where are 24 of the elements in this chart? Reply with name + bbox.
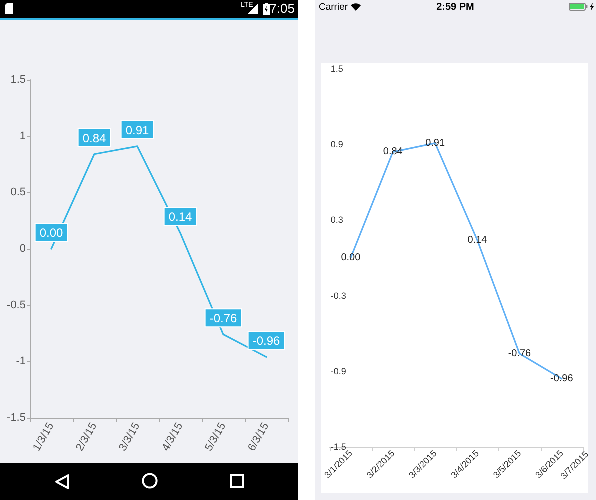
y-tick-label: 0.3 bbox=[330, 215, 344, 226]
data-label: -0.76 bbox=[210, 312, 238, 326]
y-tick-label: 1.5 bbox=[330, 64, 344, 74]
text: Carrier bbox=[319, 2, 348, 13]
y-tick-label: 0.9 bbox=[330, 140, 344, 150]
y-tick-label: -0.9 bbox=[330, 366, 346, 376]
y-tick-label: 0 bbox=[20, 243, 26, 255]
data-label: -0.96 bbox=[252, 334, 280, 348]
y-tick-label: -0.3 bbox=[330, 290, 346, 301]
y-tick-label: 1 bbox=[20, 130, 26, 142]
text: 2:59 PM bbox=[436, 2, 474, 13]
y-tick-label: -0.5 bbox=[7, 299, 26, 312]
y-tick-label: 0.5 bbox=[10, 186, 26, 199]
data-label: 0.00 bbox=[40, 226, 64, 240]
y-tick-label: -1 bbox=[16, 356, 26, 368]
data-label: -0.96 bbox=[550, 373, 574, 384]
text: 7:05 bbox=[270, 1, 295, 16]
data-label: 0.14 bbox=[168, 210, 192, 224]
y-tick-label: 1.5 bbox=[10, 74, 26, 86]
data-label: 0.84 bbox=[82, 131, 106, 146]
y-tick-label: -1.5 bbox=[330, 442, 346, 452]
data-label: 0.00 bbox=[341, 252, 362, 264]
data-label: 0.91 bbox=[126, 123, 150, 138]
y-tick-label: -1.5 bbox=[7, 412, 26, 424]
